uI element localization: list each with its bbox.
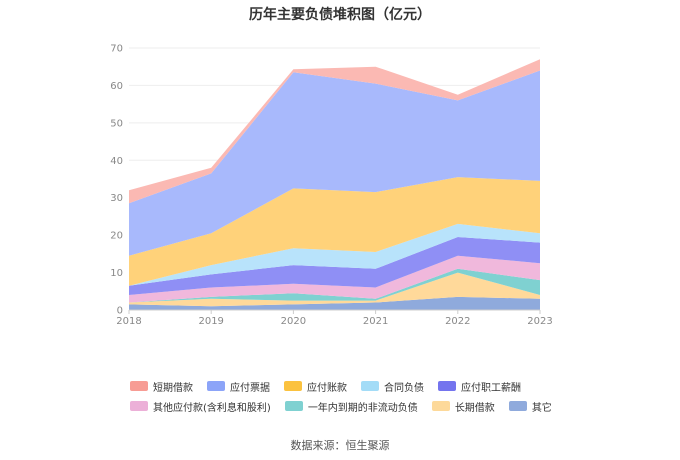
area-series-8	[129, 59, 540, 204]
legend-swatch	[431, 401, 450, 411]
area-series-6	[129, 177, 540, 286]
area-series-1	[129, 272, 540, 307]
chart-legend: 短期借款 应付票据 应付账款 合同负债 应付职工薪酬其他应付款(含利息和股利) 一年内到期…	[130, 376, 590, 416]
legend-label: 短期借款	[153, 382, 193, 394]
legend-swatch	[361, 381, 379, 391]
legend-item[interactable]: 其它	[508, 399, 552, 414]
x-tick-label: 2021	[363, 316, 388, 327]
legend-swatch	[508, 401, 527, 411]
area-series-2	[129, 268, 540, 303]
legend-label: 应付职工薪酬	[461, 382, 521, 394]
legend-swatch	[438, 381, 456, 391]
legend-item[interactable]: 长期借款	[431, 399, 495, 414]
data-source: 数据来源：恒生聚源	[290, 439, 390, 452]
legend-label: 合同负债	[384, 382, 424, 394]
legend-label: 其它	[531, 402, 552, 414]
legend-item[interactable]: 一年内到期的非流动负债	[284, 399, 418, 414]
legend-row: 短期借款 应付票据 应付账款 合同负债 应付职工薪酬	[130, 376, 590, 396]
legend-label: 其他应付款(含利息和股利)	[153, 402, 271, 414]
legend-item[interactable]: 短期借款	[130, 379, 193, 394]
y-tick-label: 60	[110, 81, 123, 92]
legend-item[interactable]: 其他应付款(含利息和股利)	[130, 399, 271, 414]
legend-row: 其他应付款(含利息和股利) 一年内到期的非流动负债 长期借款 其它	[130, 396, 590, 416]
y-tick-label: 20	[110, 231, 123, 242]
legend-item[interactable]: 应付票据	[207, 379, 270, 394]
area-series-7	[129, 70, 540, 256]
legend-label: 应付票据	[230, 382, 270, 394]
area-series-5	[129, 223, 540, 286]
legend-swatch	[130, 401, 148, 411]
x-tick-label: 2019	[198, 316, 223, 327]
legend-item[interactable]: 应付账款	[284, 379, 347, 394]
y-tick-label: 70	[110, 44, 123, 55]
x-tick-label: 2023	[527, 316, 552, 327]
y-tick-label: 30	[110, 193, 123, 204]
y-tick-label: 50	[110, 118, 123, 129]
legend-swatch	[284, 401, 303, 411]
area-series-4	[129, 237, 540, 295]
legend-swatch	[130, 381, 148, 391]
x-tick-label: 2022	[445, 316, 470, 327]
x-tick-label: 2020	[281, 316, 306, 327]
legend-swatch	[284, 381, 302, 391]
legend-label: 长期借款	[454, 402, 495, 414]
x-tick-label: 2018	[116, 316, 141, 327]
y-tick-label: 10	[110, 268, 123, 279]
y-tick-label: 0	[117, 306, 123, 317]
legend-swatch	[207, 381, 225, 391]
legend-item[interactable]: 合同负债	[361, 379, 424, 394]
y-tick-label: 40	[110, 156, 123, 167]
legend-label: 应付账款	[307, 382, 347, 394]
legend-label: 一年内到期的非流动负债	[307, 402, 418, 414]
area-series-3	[129, 255, 540, 303]
legend-item[interactable]: 应付职工薪酬	[438, 379, 521, 394]
chart-title: 历年主要负债堆积图（亿元）	[249, 7, 431, 23]
area-series-0	[129, 296, 540, 310]
